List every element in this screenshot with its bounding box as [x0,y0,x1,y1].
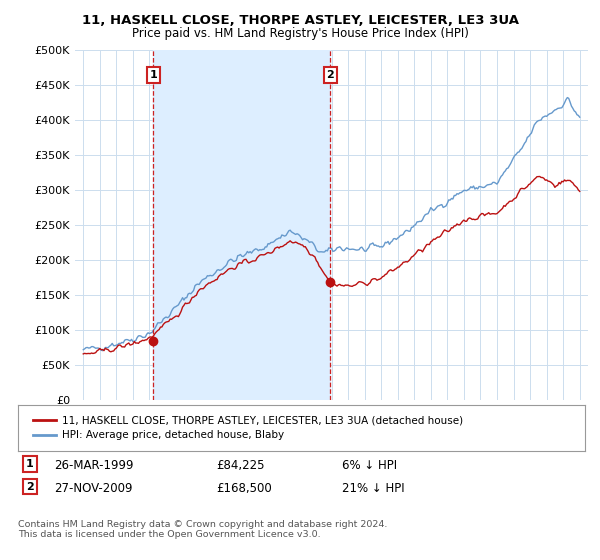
Text: 6% ↓ HPI: 6% ↓ HPI [342,459,397,472]
Text: 1: 1 [26,459,34,469]
Bar [153,50,330,400]
Text: 21% ↓ HPI: 21% ↓ HPI [342,482,404,494]
Text: 1: 1 [149,70,157,80]
Text: Contains HM Land Registry data © Crown copyright and database right 2024.
This d: Contains HM Land Registry data © Crown c… [18,520,388,539]
Text: 2: 2 [326,70,334,80]
Text: 2: 2 [26,482,34,492]
Legend: 11, HASKELL CLOSE, THORPE ASTLEY, LEICESTER, LE3 3UA (detached house), HPI: Aver: 11, HASKELL CLOSE, THORPE ASTLEY, LEICES… [29,411,467,445]
Text: 11, HASKELL CLOSE, THORPE ASTLEY, LEICESTER, LE3 3UA: 11, HASKELL CLOSE, THORPE ASTLEY, LEICES… [82,14,518,27]
Text: Price paid vs. HM Land Registry's House Price Index (HPI): Price paid vs. HM Land Registry's House … [131,27,469,40]
Text: £84,225: £84,225 [216,459,265,472]
Text: £168,500: £168,500 [216,482,272,494]
Text: 26-MAR-1999: 26-MAR-1999 [54,459,133,472]
Text: 27-NOV-2009: 27-NOV-2009 [54,482,133,494]
